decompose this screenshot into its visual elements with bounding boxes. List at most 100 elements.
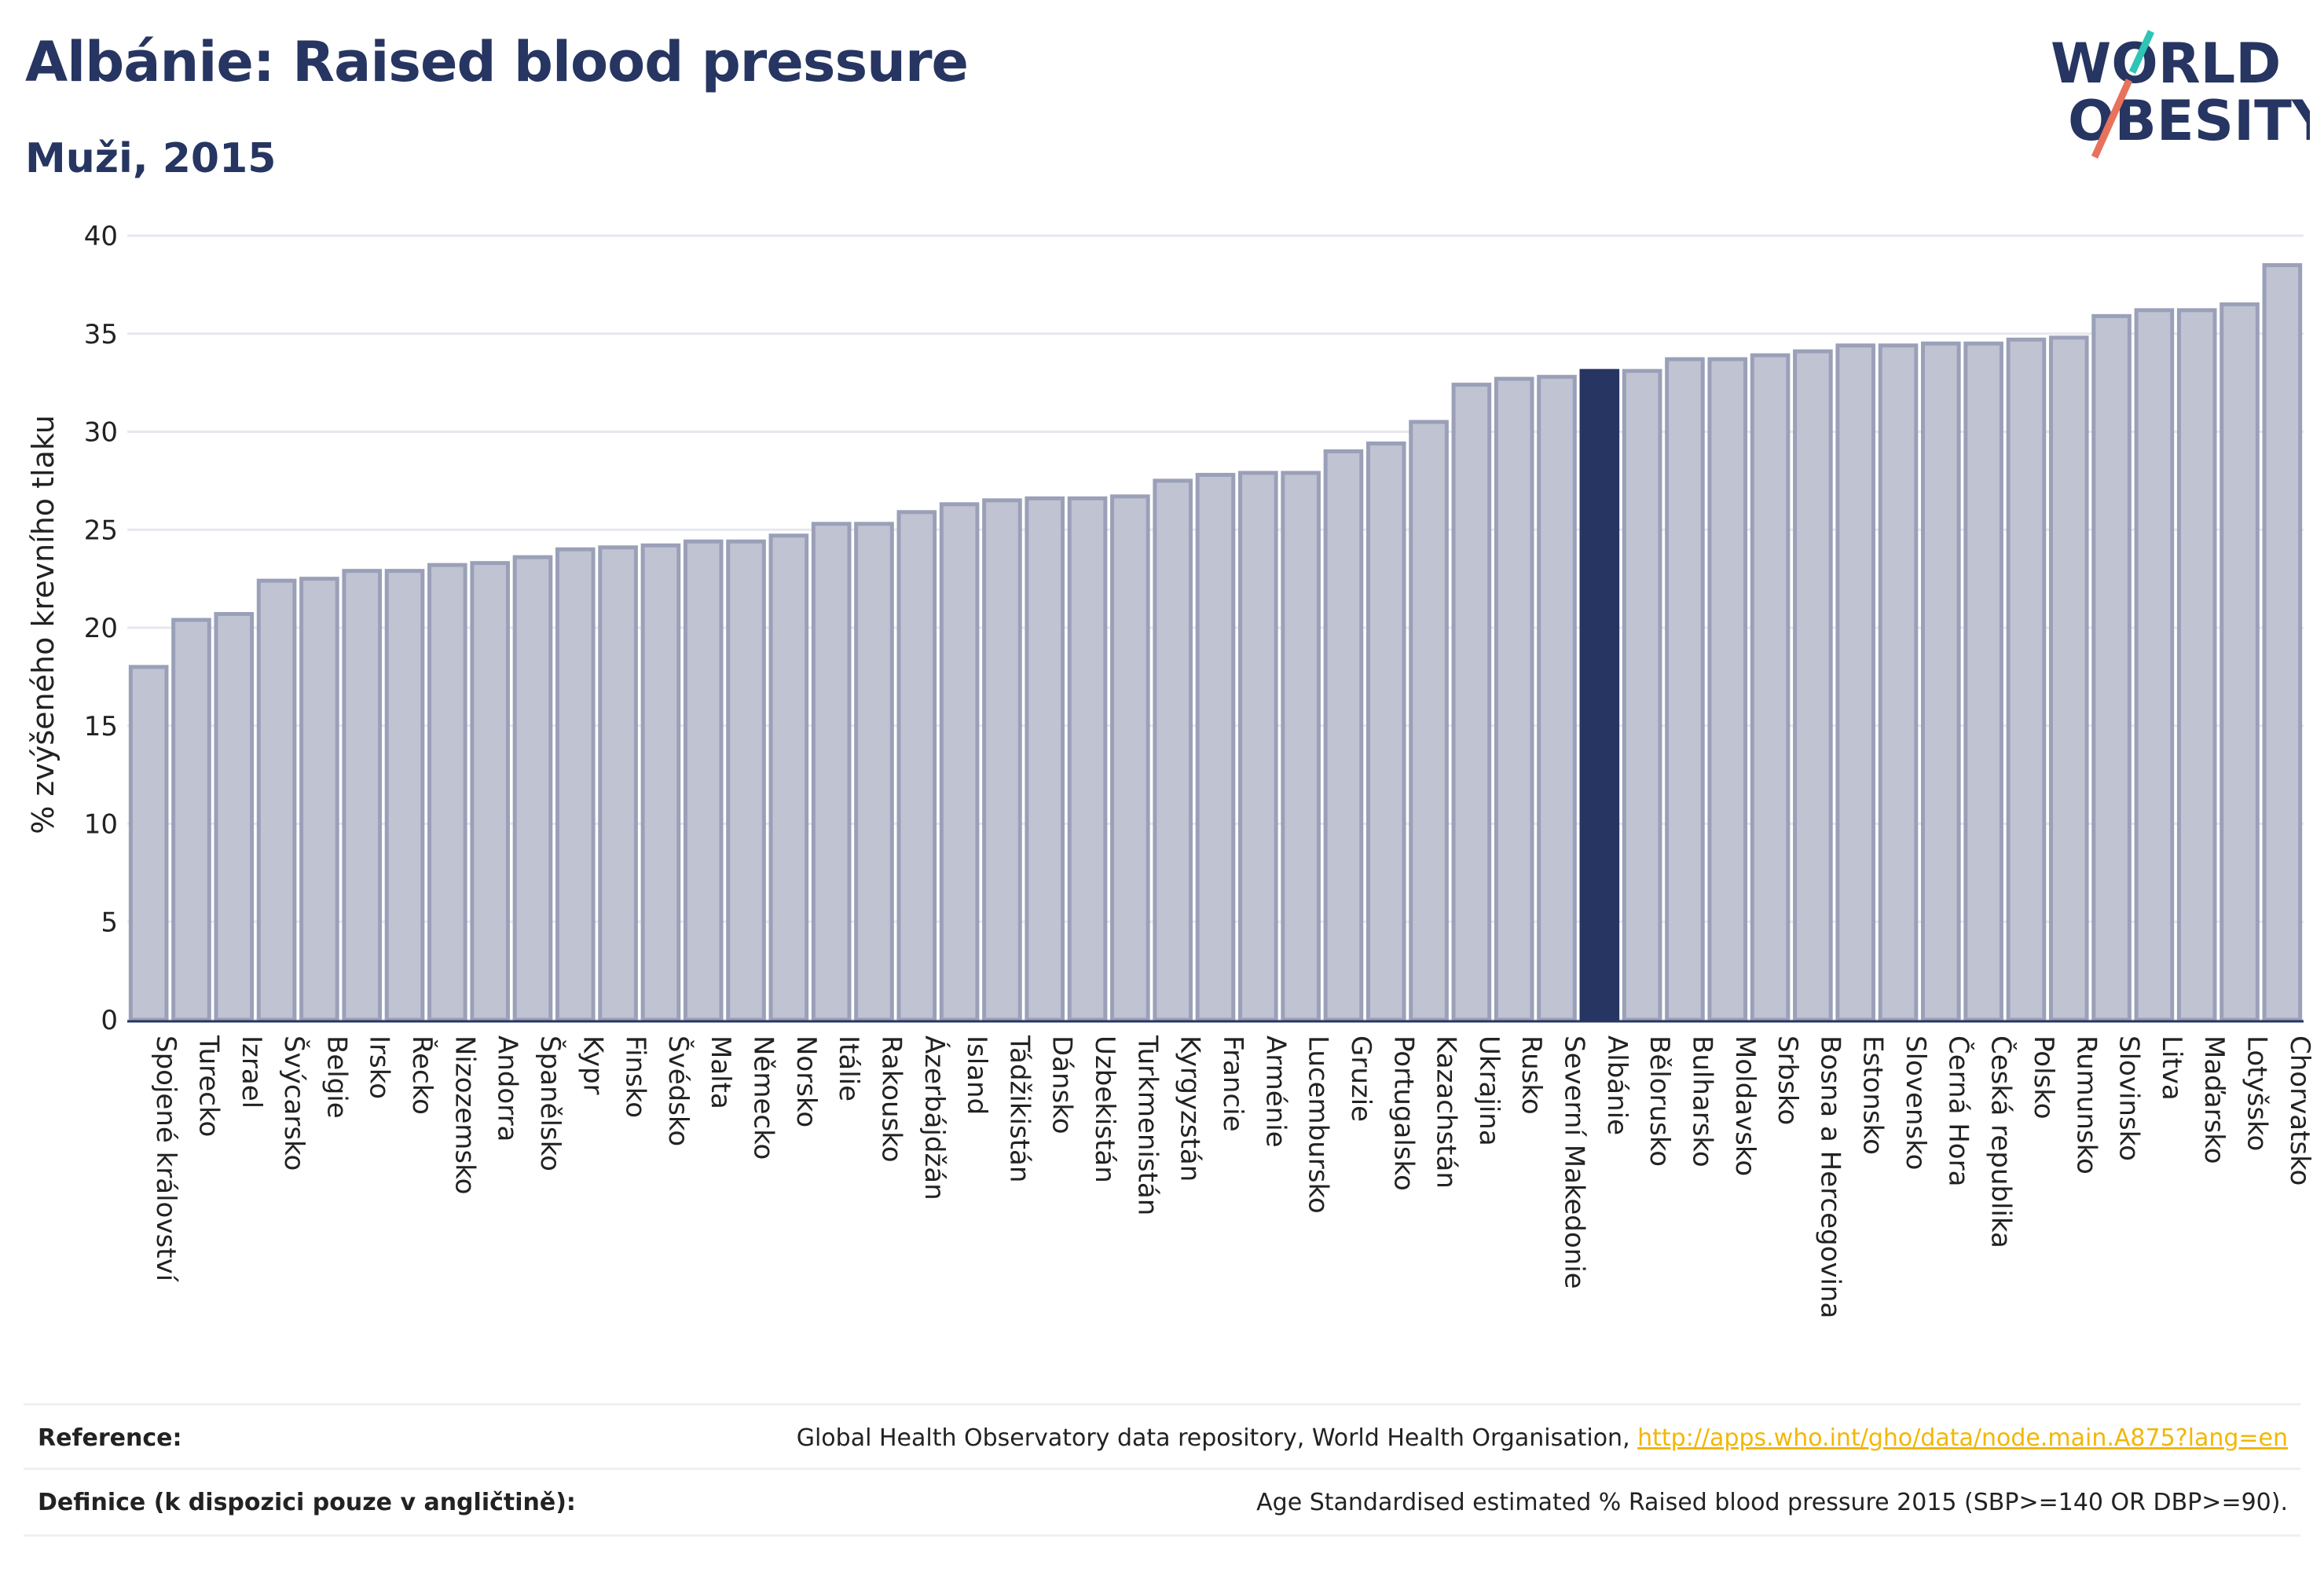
x-tick-label: Island: [961, 1035, 992, 1115]
x-tick-label: Švýcarsko: [278, 1035, 310, 1171]
reference-value: Global Health Observatory data repositor…: [797, 1424, 2300, 1452]
bar-19[interactable]: [939, 502, 980, 1022]
x-tick-label: Slovensko: [1900, 1035, 1931, 1170]
bar-38[interactable]: [1750, 353, 1791, 1022]
x-tick-label: Albánie: [1601, 1035, 1633, 1135]
x-tick-label: Ukrajina: [1473, 1035, 1505, 1146]
bar-10[interactable]: [555, 547, 596, 1022]
bar-34[interactable]: [1579, 368, 1620, 1022]
bar-39[interactable]: [1793, 349, 1833, 1022]
bar-14[interactable]: [726, 539, 766, 1022]
bars: [128, 262, 2303, 1022]
reference-label: Reference:: [38, 1424, 182, 1452]
y-tick-label: 20: [84, 613, 118, 644]
x-tick-label: Itálie: [833, 1035, 864, 1101]
bar-43[interactable]: [1963, 341, 2003, 1022]
bar-8[interactable]: [470, 561, 510, 1022]
bar-15[interactable]: [768, 533, 809, 1022]
x-tick-label: Portugalsko: [1387, 1035, 1419, 1191]
bar-41[interactable]: [1878, 343, 1919, 1022]
x-tick-label: Finsko: [620, 1035, 651, 1118]
bar-27[interactable]: [1281, 471, 1321, 1022]
definition-text: Age Standardised estimated % Raised bloo…: [1256, 1488, 2288, 1516]
reference-row: Reference: Global Health Observatory dat…: [24, 1403, 2300, 1470]
x-tick-label: Švédsko: [662, 1035, 695, 1146]
definition-label: Definice (k dispozici pouze v angličtině…: [38, 1488, 576, 1516]
bar-4[interactable]: [299, 577, 339, 1022]
bar-11[interactable]: [598, 545, 638, 1022]
bar-46[interactable]: [2091, 313, 2132, 1022]
bar-21[interactable]: [1025, 496, 1065, 1022]
x-tick-label: Lucembursko: [1303, 1035, 1334, 1214]
bar-32[interactable]: [1494, 376, 1534, 1022]
x-tick-label: Kypr: [577, 1035, 608, 1095]
bar-37[interactable]: [1707, 357, 1748, 1022]
x-tick-label: Lotyšsko: [2242, 1035, 2273, 1151]
bar-40[interactable]: [1835, 343, 1876, 1022]
bar-48[interactable]: [2176, 308, 2217, 1022]
world-obesity-logo: WORLD OBESITY: [2051, 30, 2310, 159]
bar-13[interactable]: [683, 539, 724, 1022]
x-tick-label: Spojené království: [150, 1035, 181, 1283]
bar-7[interactable]: [427, 563, 467, 1022]
bar-12[interactable]: [640, 543, 681, 1022]
x-tick-label: Izrael: [236, 1035, 267, 1109]
bar-17[interactable]: [854, 522, 894, 1022]
x-tick-label: Turecko: [192, 1035, 224, 1137]
x-tick-label: Uzbekistán: [1089, 1035, 1120, 1183]
x-tick-label: Bulharsko: [1686, 1035, 1717, 1167]
y-tick-label: 15: [84, 711, 118, 742]
bar-36[interactable]: [1665, 357, 1705, 1022]
bar-2[interactable]: [214, 612, 255, 1022]
x-tick-label: Irsko: [364, 1035, 395, 1099]
bar-50[interactable]: [2262, 262, 2303, 1022]
x-tick-label: Kazachstán: [1431, 1035, 1462, 1189]
reference-text: Global Health Observatory data repositor…: [796, 1424, 1638, 1452]
bar-18[interactable]: [896, 510, 937, 1022]
bar-26[interactable]: [1238, 471, 1278, 1022]
x-tick-label: Belgie: [321, 1035, 352, 1119]
bar-47[interactable]: [2134, 308, 2175, 1022]
bar-22[interactable]: [1067, 496, 1108, 1022]
y-tick-label: 40: [84, 221, 118, 252]
bar-5[interactable]: [342, 569, 383, 1022]
bar-9[interactable]: [512, 555, 553, 1022]
y-tick-label: 35: [84, 319, 118, 350]
bar-6[interactable]: [384, 569, 425, 1022]
bar-42[interactable]: [1921, 341, 1961, 1022]
bar-24[interactable]: [1153, 478, 1193, 1022]
x-tick-label: Německo: [748, 1035, 779, 1160]
bar-30[interactable]: [1409, 420, 1449, 1022]
x-tick-label: Litva: [2156, 1035, 2187, 1101]
bar-23[interactable]: [1110, 494, 1150, 1022]
bar-49[interactable]: [2220, 302, 2260, 1022]
bar-0[interactable]: [128, 665, 169, 1022]
y-axis-ticks: 0 5 10 15 20 25 30 35 40: [84, 221, 118, 1036]
bar-45[interactable]: [2048, 335, 2089, 1022]
bar-3[interactable]: [256, 578, 297, 1022]
bar-20[interactable]: [982, 498, 1022, 1022]
x-tick-label: Severní Makedonie: [1559, 1035, 1590, 1289]
x-tick-label: Estonsko: [1857, 1035, 1889, 1155]
bar-31[interactable]: [1451, 383, 1492, 1022]
x-tick-label: Dánsko: [1047, 1035, 1078, 1134]
bar-44[interactable]: [2006, 337, 2047, 1022]
reference-link[interactable]: http://apps.who.int/gho/data/node.main.A…: [1637, 1424, 2288, 1452]
bar-28[interactable]: [1323, 449, 1364, 1022]
x-tick-label: Bosna a Hercegovina: [1814, 1035, 1846, 1318]
y-axis-title: % zvýšeného krevního tlaku: [26, 415, 60, 834]
x-tick-label: Maďarsko: [2198, 1035, 2230, 1164]
x-tick-label: Chorvatsko: [2284, 1035, 2315, 1186]
definition-row: Definice (k dispozici pouze v angličtině…: [24, 1468, 2300, 1537]
page-subtitle: Muži, 2015: [25, 135, 277, 182]
bar-29[interactable]: [1365, 441, 1406, 1022]
bar-35[interactable]: [1622, 368, 1662, 1022]
bar-1[interactable]: [171, 618, 211, 1022]
x-tick-label: Nizozemsko: [449, 1035, 480, 1194]
logo-line1: WORLD: [2051, 31, 2281, 96]
bar-16[interactable]: [811, 522, 852, 1022]
bar-25[interactable]: [1195, 472, 1236, 1022]
bar-33[interactable]: [1537, 375, 1577, 1022]
x-tick-label: Turkmenistán: [1131, 1035, 1163, 1215]
x-tick-label: Malta: [705, 1035, 736, 1109]
